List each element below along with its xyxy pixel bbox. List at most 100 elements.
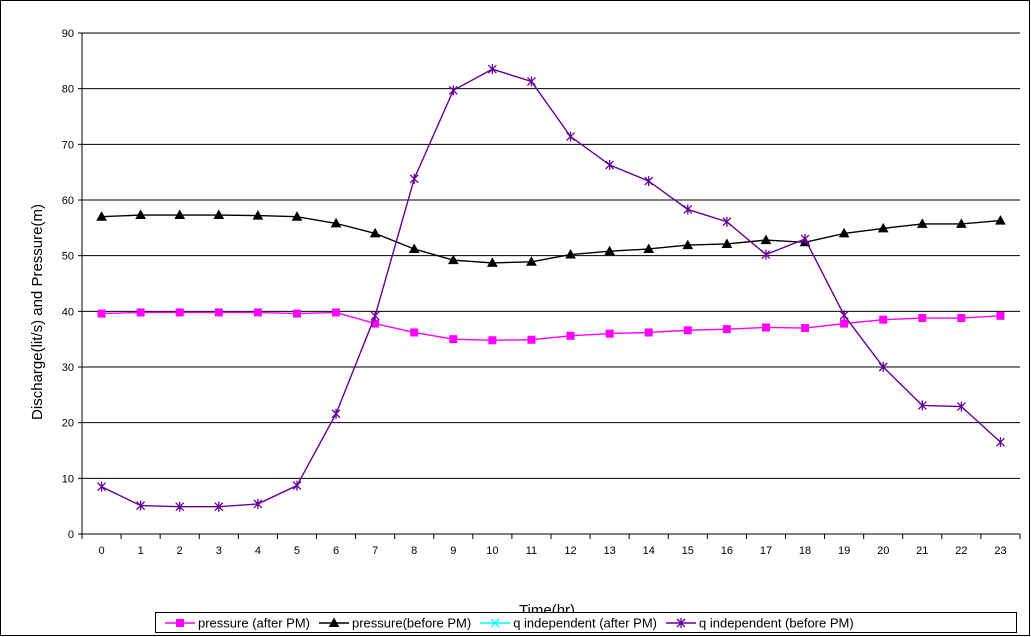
series-3 <box>97 64 1005 512</box>
data-point <box>253 308 262 317</box>
y-tick-label: 90 <box>62 28 74 40</box>
data-point <box>214 501 224 512</box>
data-point <box>448 85 458 96</box>
x-tick-label: 12 <box>564 545 576 557</box>
data-point <box>487 257 498 267</box>
data-point <box>253 498 263 509</box>
data-point <box>332 308 341 317</box>
data-point <box>565 249 576 259</box>
data-point <box>879 315 888 324</box>
data-point <box>956 218 967 228</box>
data-point <box>722 325 731 334</box>
data-point <box>916 218 928 228</box>
data-point <box>136 308 145 317</box>
data-point <box>761 249 771 260</box>
y-tick-label: 20 <box>62 418 74 430</box>
data-point <box>96 211 107 221</box>
legend-marker <box>328 617 340 627</box>
data-point <box>838 227 850 238</box>
legend-item-3: q independent (before PM) <box>666 616 854 631</box>
data-point <box>135 209 146 220</box>
data-point <box>487 64 497 75</box>
series-line <box>101 214 1001 264</box>
data-point <box>643 243 655 253</box>
data-point <box>97 309 106 318</box>
data-point <box>252 210 264 220</box>
y-tick-label: 30 <box>62 362 74 374</box>
legend-marker <box>490 618 500 628</box>
y-tick-label: 80 <box>62 84 74 96</box>
legend-marker <box>176 619 184 627</box>
data-point <box>840 319 849 328</box>
x-tick-label: 20 <box>877 545 889 557</box>
x-tick-label: 14 <box>643 545 655 557</box>
series-1 <box>96 209 1006 267</box>
x-tick-label: 3 <box>216 545 222 557</box>
legend-label: q independent (before PM) <box>699 616 854 631</box>
legend-box <box>155 612 1017 633</box>
y-axis-title: Discharge(lit/s) and Pressure(m) <box>29 204 46 420</box>
data-point <box>682 239 694 250</box>
data-point <box>410 328 419 337</box>
data-point <box>644 328 653 337</box>
data-point <box>956 401 966 412</box>
x-tick-label: 6 <box>333 545 339 557</box>
data-point <box>409 173 419 184</box>
data-point <box>644 176 654 187</box>
data-point <box>995 437 1005 448</box>
data-point <box>292 480 302 491</box>
legend: pressure (after PM) pressure(before PM) q … <box>155 612 1017 633</box>
data-point <box>136 500 146 511</box>
y-tick-label: 10 <box>62 473 74 485</box>
legend-item-2: q independent (after PM) <box>480 616 657 631</box>
x-tick-label: 8 <box>411 545 417 557</box>
x-tick-label: 11 <box>526 545 537 557</box>
data-point <box>330 217 342 228</box>
data-point <box>214 308 223 317</box>
data-point <box>917 400 927 411</box>
x-tick-label: 16 <box>721 545 733 557</box>
data-point <box>526 256 537 266</box>
data-point <box>369 227 381 238</box>
legend-label: pressure(before PM) <box>352 616 471 631</box>
y-tick-label: 70 <box>62 139 74 151</box>
data-point <box>370 310 380 321</box>
data-point <box>331 408 341 419</box>
x-tick-label: 21 <box>916 545 928 557</box>
data-point <box>213 209 225 220</box>
data-point <box>605 159 615 170</box>
x-tick-label: 5 <box>294 545 300 557</box>
x-tick-label: 15 <box>682 545 694 557</box>
data-point <box>488 336 497 345</box>
data-point <box>605 329 614 338</box>
y-tick-label: 50 <box>62 251 74 263</box>
data-point <box>175 501 185 512</box>
data-point <box>996 311 1005 320</box>
data-point <box>722 216 732 227</box>
data-point <box>447 254 459 265</box>
data-point <box>566 331 575 340</box>
data-point <box>761 323 770 332</box>
data-point <box>878 362 888 372</box>
series-line <box>101 68 1001 508</box>
x-tick-label: 17 <box>760 545 772 557</box>
legend-item-1: pressure(before PM) <box>318 616 471 631</box>
data-point <box>604 245 615 256</box>
x-tick-label: 23 <box>994 545 1006 557</box>
data-point <box>566 131 576 142</box>
data-point <box>995 215 1006 225</box>
x-tick-label: 19 <box>838 545 850 557</box>
x-tick-label: 13 <box>604 545 616 557</box>
series-group <box>96 64 1006 512</box>
data-point <box>839 310 849 321</box>
data-point <box>408 243 420 253</box>
data-point <box>174 209 186 220</box>
x-tick-label: 1 <box>138 545 144 557</box>
x-tick-label: 9 <box>450 545 456 557</box>
data-point <box>683 204 693 215</box>
data-point <box>526 76 536 87</box>
data-point <box>175 308 184 317</box>
